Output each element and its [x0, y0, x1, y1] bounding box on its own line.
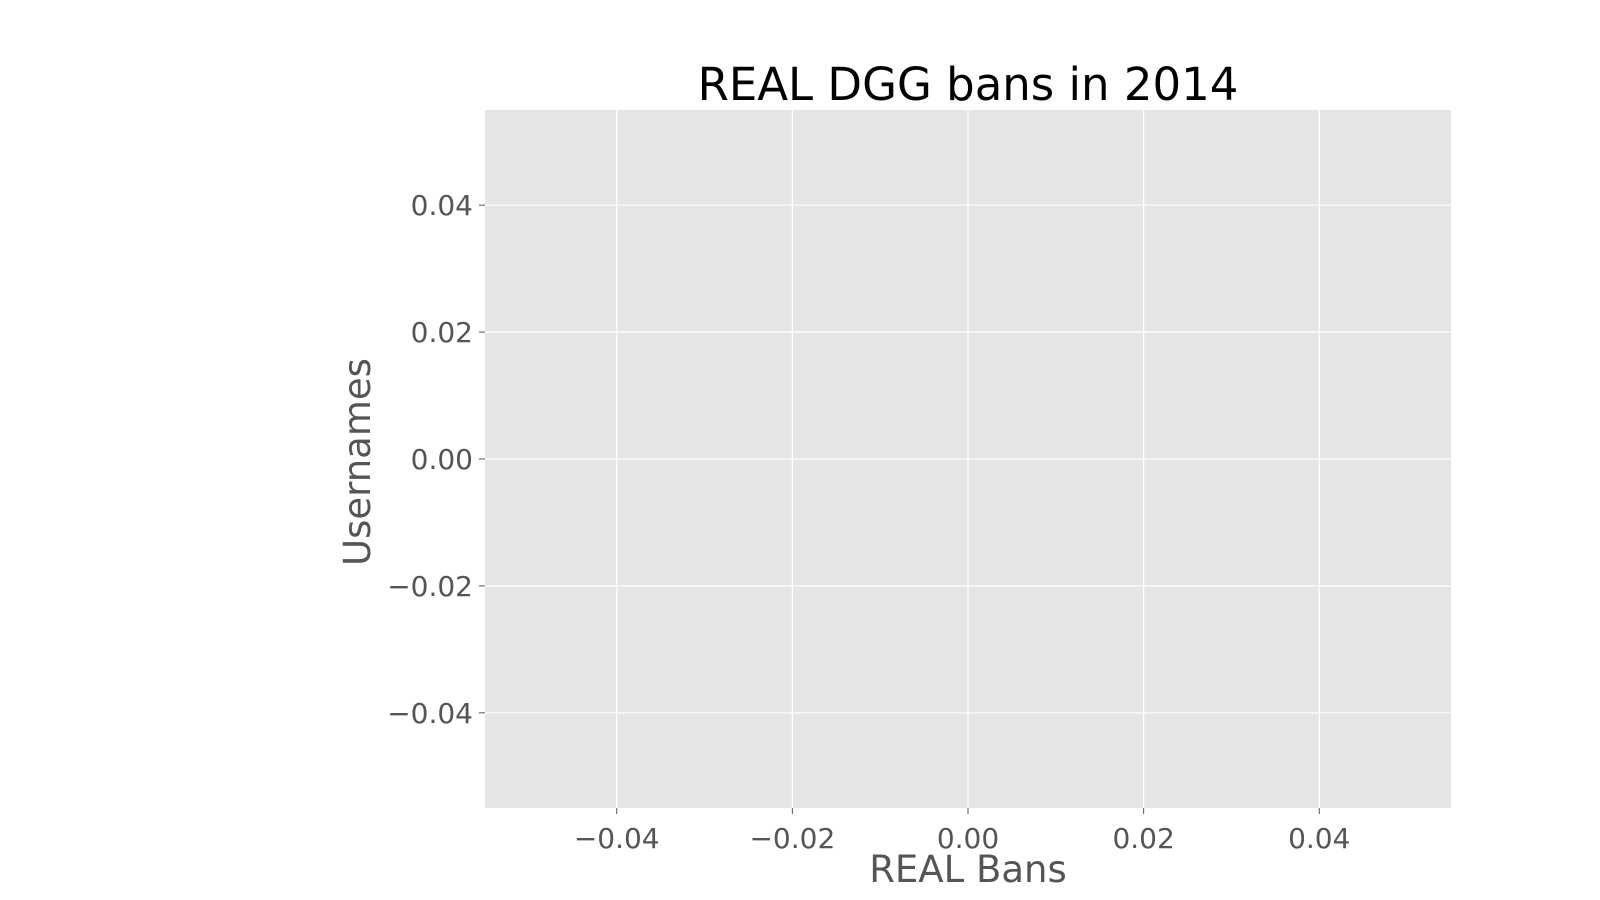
- x-tick-label: 0.02: [1112, 822, 1174, 855]
- x-tick-label: −0.02: [749, 822, 835, 855]
- x-tick-labels: −0.04 −0.02 0.00 0.02 0.04: [574, 822, 1351, 855]
- y-tick-marks: [479, 204, 485, 714]
- x-tick-marks: [616, 808, 1320, 814]
- y-tick-label: −0.02: [387, 570, 473, 603]
- x-tick-label: 0.04: [1288, 822, 1350, 855]
- y-gridlines: [485, 204, 1451, 714]
- y-tick-labels: 0.04 0.02 0.00 −0.02 −0.04: [387, 189, 473, 730]
- chart-title: REAL DGG bans in 2014: [698, 58, 1239, 111]
- y-tick-label: 0.02: [411, 316, 473, 349]
- y-axis-label: Usernames: [336, 358, 379, 566]
- x-tick-label: 0.00: [937, 822, 999, 855]
- x-axis-label: REAL Bans: [869, 848, 1067, 891]
- x-tick-label: −0.04: [574, 822, 660, 855]
- y-tick-label: 0.04: [411, 189, 473, 222]
- y-tick-label: −0.04: [387, 697, 473, 730]
- y-tick-label: 0.00: [411, 443, 473, 476]
